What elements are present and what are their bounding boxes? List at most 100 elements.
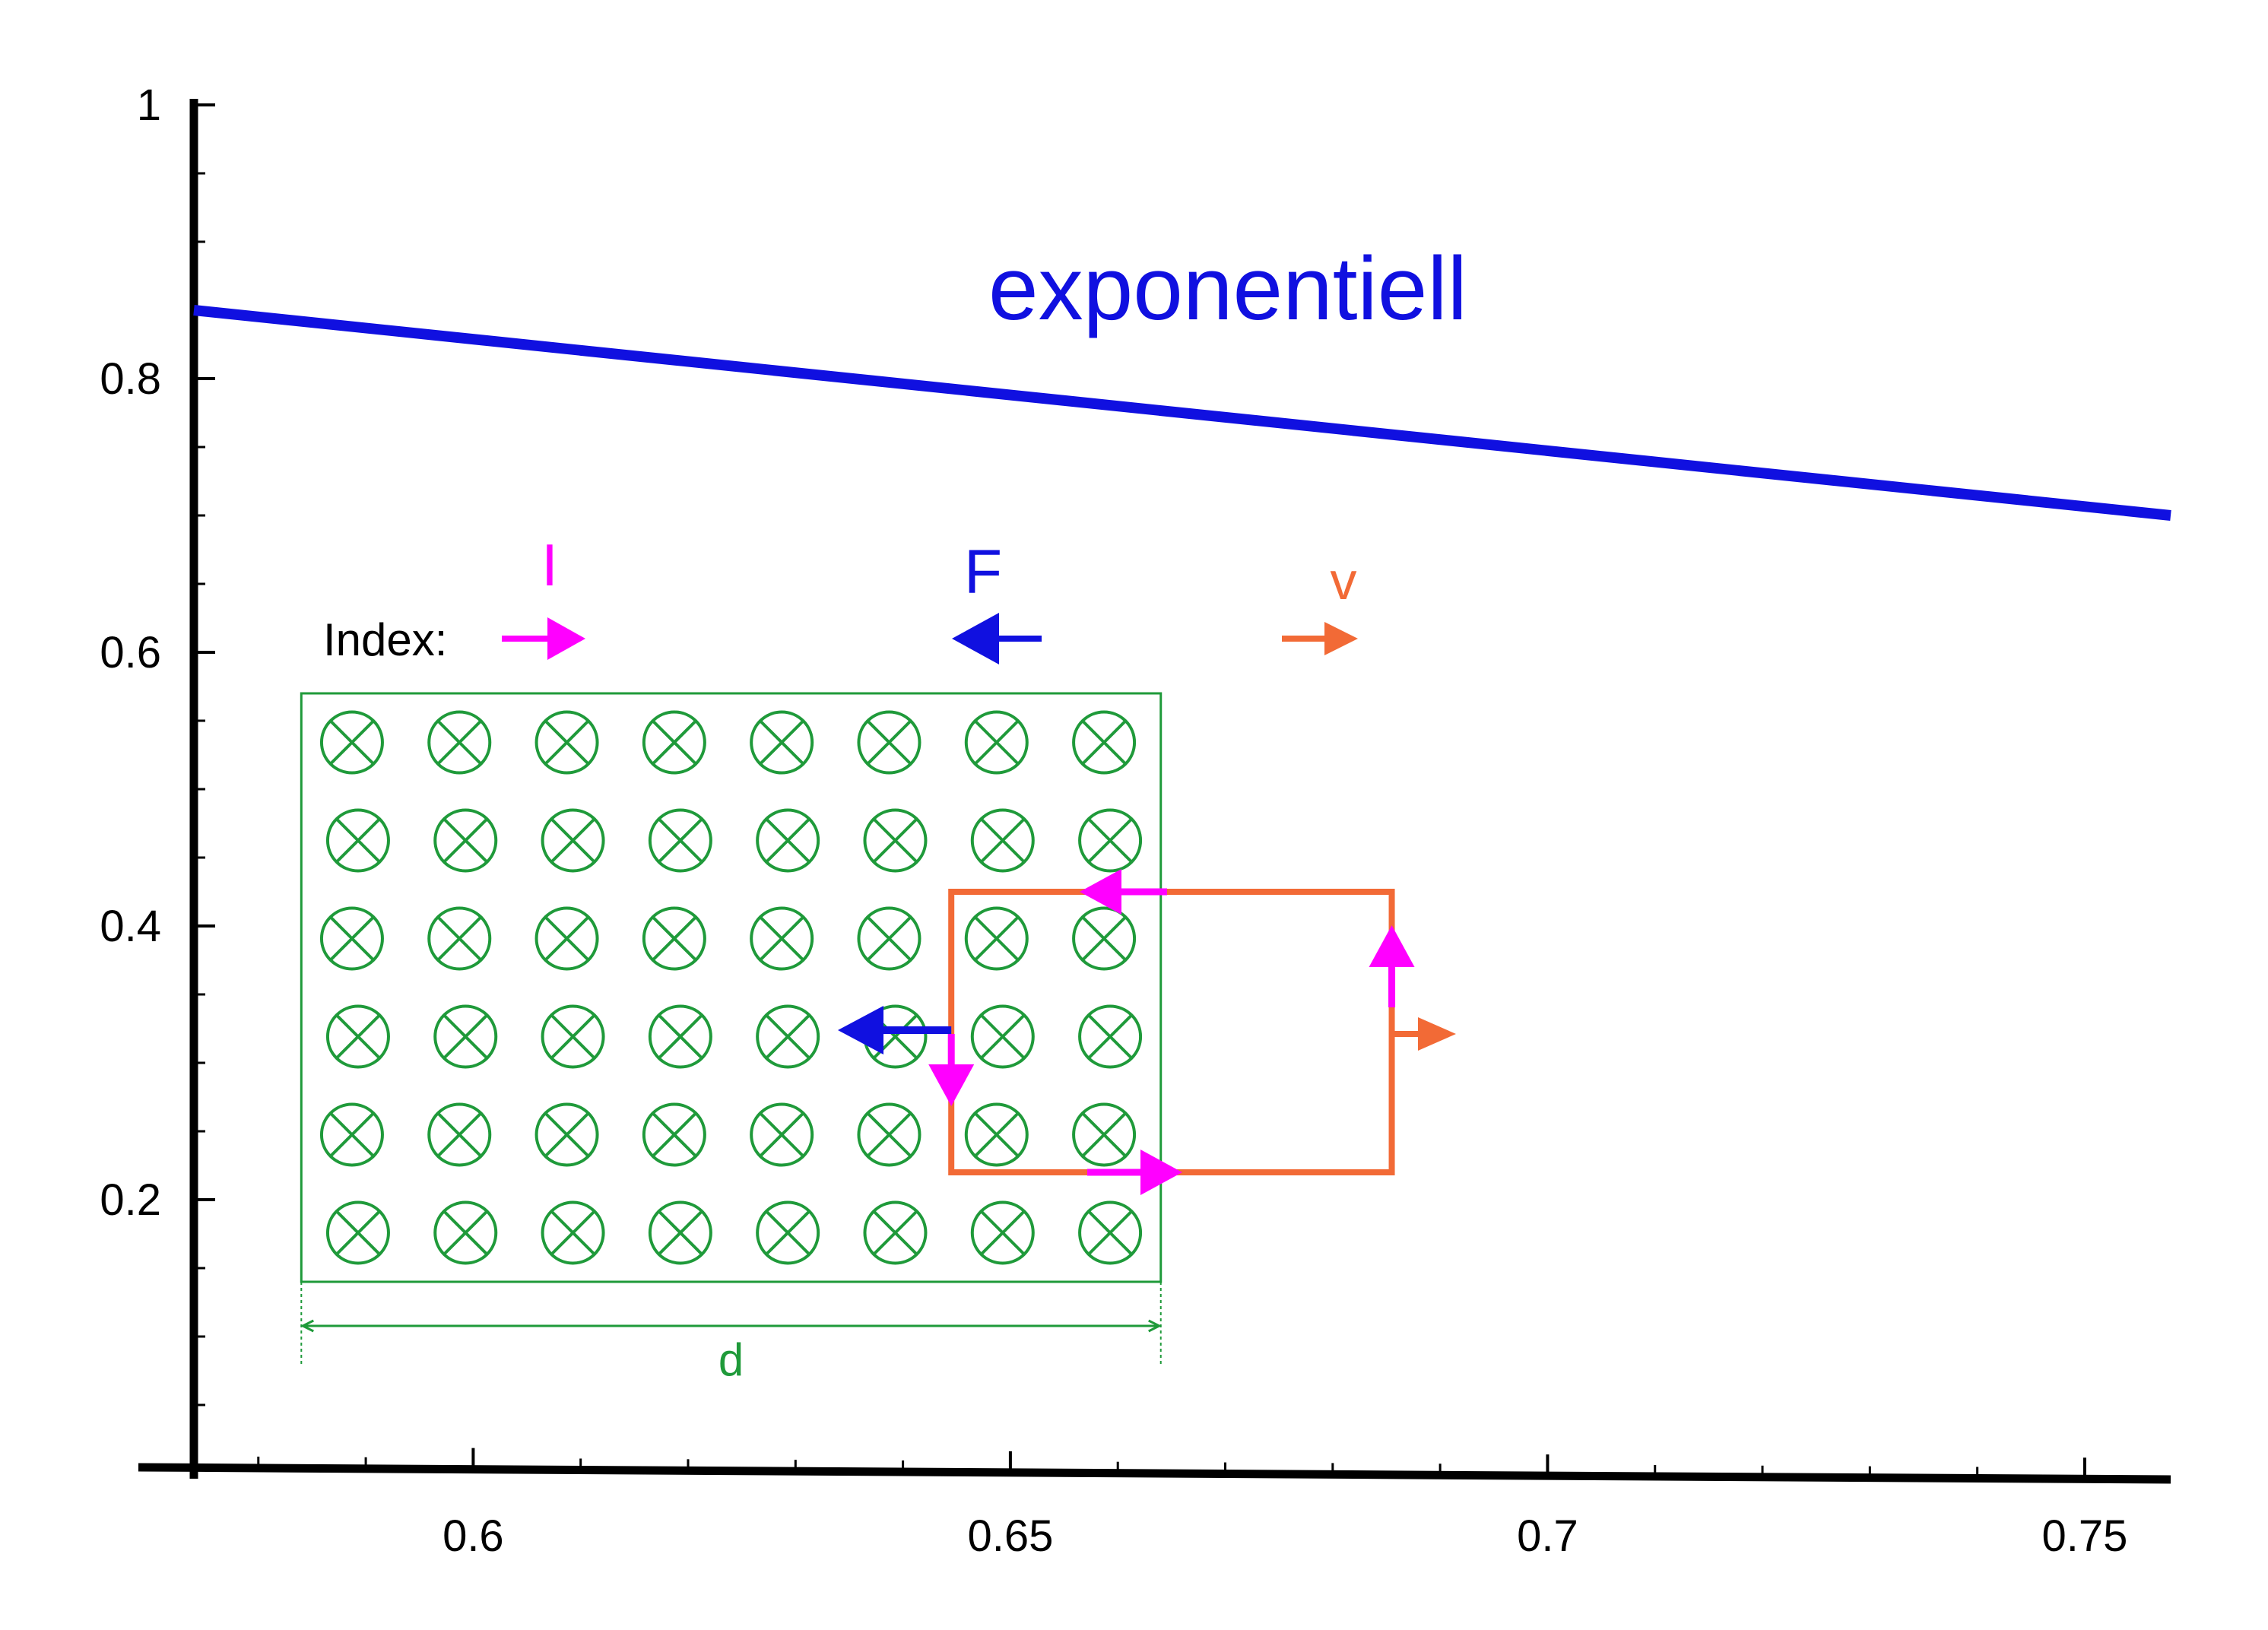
field-into-page-icon <box>325 1004 390 1069</box>
field-circle <box>648 1004 712 1069</box>
y-tick-label: 0.2 <box>100 1175 161 1225</box>
field-into-page-icon <box>427 1102 492 1167</box>
current-arrow-right <box>1369 925 1415 1007</box>
current-arrow-bottom-head <box>1140 1150 1182 1195</box>
field-cross <box>765 1014 810 1059</box>
dimension-arrow-right <box>1148 1319 1163 1333</box>
field-circle <box>541 1004 605 1069</box>
field-circle <box>750 710 814 775</box>
field-into-page-icon <box>648 1004 712 1069</box>
field-circle <box>863 808 928 873</box>
conductor-loop <box>838 869 1456 1195</box>
field-circle <box>427 906 492 971</box>
field-into-page-icon <box>756 1200 820 1265</box>
field-circle <box>1078 1004 1143 1069</box>
field-circle <box>857 710 921 775</box>
legend-symbol: F <box>964 538 1002 607</box>
field-into-page-icon <box>325 1200 390 1265</box>
field-cross <box>1087 1014 1133 1059</box>
field-into-page-icon <box>433 808 498 873</box>
field-into-page-icon <box>756 808 820 873</box>
field-cross <box>550 818 595 863</box>
field-circle <box>964 710 1029 775</box>
field-circle <box>857 906 921 971</box>
field-cross <box>544 916 589 961</box>
field-cross <box>974 916 1020 961</box>
field-into-page-icon <box>964 1102 1029 1167</box>
y-tick-label: 0.8 <box>100 354 161 404</box>
field-circle <box>857 1102 921 1167</box>
force-arrow-head <box>838 1006 883 1054</box>
field-cross <box>759 720 804 765</box>
field-into-page-icon <box>541 808 605 873</box>
legend-arrow <box>952 613 1042 664</box>
field-cross <box>980 1014 1026 1059</box>
dimension-arrow-left <box>300 1319 314 1333</box>
field-circle <box>750 1102 814 1167</box>
current-arrow-top-head <box>1080 869 1121 915</box>
field-circle <box>325 1200 390 1265</box>
field-cross <box>980 818 1026 863</box>
field-into-page-icon <box>750 1102 814 1167</box>
field-cross <box>974 1112 1020 1157</box>
field-cross <box>652 916 697 961</box>
field-into-page-icon <box>648 1200 712 1265</box>
field-into-page-icon <box>319 1102 384 1167</box>
legend-arrow-head <box>547 617 585 660</box>
field-cross <box>442 1014 488 1059</box>
field-into-page-icon <box>427 710 492 775</box>
field-circle <box>970 808 1035 873</box>
field-into-page-icon <box>534 906 599 971</box>
field-cross <box>1087 818 1133 863</box>
field-cross <box>974 720 1020 765</box>
field-cross <box>1081 1112 1127 1157</box>
field-into-page-icon <box>1072 710 1137 775</box>
field-circle <box>541 808 605 873</box>
field-into-page-icon <box>1078 808 1143 873</box>
field-cross <box>335 1210 381 1255</box>
field-cross <box>867 916 912 961</box>
current-arrow-left <box>928 1034 975 1106</box>
field-into-page-icon <box>534 710 599 775</box>
field-into-page-icon <box>642 710 706 775</box>
field-cross <box>544 720 589 765</box>
current-arrow-bottom <box>1087 1150 1182 1195</box>
field-into-page-icon <box>964 710 1029 775</box>
field-circle <box>964 1102 1029 1167</box>
field-cross <box>658 818 703 863</box>
field-circle <box>325 808 390 873</box>
force-arrow <box>838 1006 952 1054</box>
field-into-page-icon <box>433 1004 498 1069</box>
field-circle <box>534 1102 599 1167</box>
field-cross <box>1087 1210 1133 1255</box>
field-into-page-icon <box>970 1200 1035 1265</box>
field-into-page-icon <box>857 906 921 971</box>
field-into-page-icon <box>642 1102 706 1167</box>
field-circle <box>534 710 599 775</box>
legend-symbol: v <box>1331 551 1357 610</box>
field-into-page-icon <box>857 710 921 775</box>
field-into-page-icon <box>970 1004 1035 1069</box>
field-cross <box>980 1210 1026 1255</box>
magnetic-field-region: d <box>300 692 1163 1385</box>
field-cross <box>658 1014 703 1059</box>
field-cross <box>652 720 697 765</box>
field-into-page-icon <box>1078 1004 1143 1069</box>
x-axis-line <box>138 1463 2171 1484</box>
field-circle <box>1072 1102 1137 1167</box>
legend-arrow <box>502 617 585 660</box>
field-circle <box>970 1200 1035 1265</box>
field-circle <box>750 906 814 971</box>
field-circle <box>756 808 820 873</box>
velocity-arrow-head <box>1418 1017 1456 1051</box>
field-circle <box>427 710 492 775</box>
field-circle <box>756 1200 820 1265</box>
field-into-page-icon <box>648 808 712 873</box>
series-label-exponentiell: exponentiell <box>988 239 1467 339</box>
field-circle <box>534 906 599 971</box>
axes: 0.2 0.4 0.6 0.8 1 0.6 0.65 0.7 0.75 <box>100 81 2171 1561</box>
field-into-page-icon <box>857 1102 921 1167</box>
